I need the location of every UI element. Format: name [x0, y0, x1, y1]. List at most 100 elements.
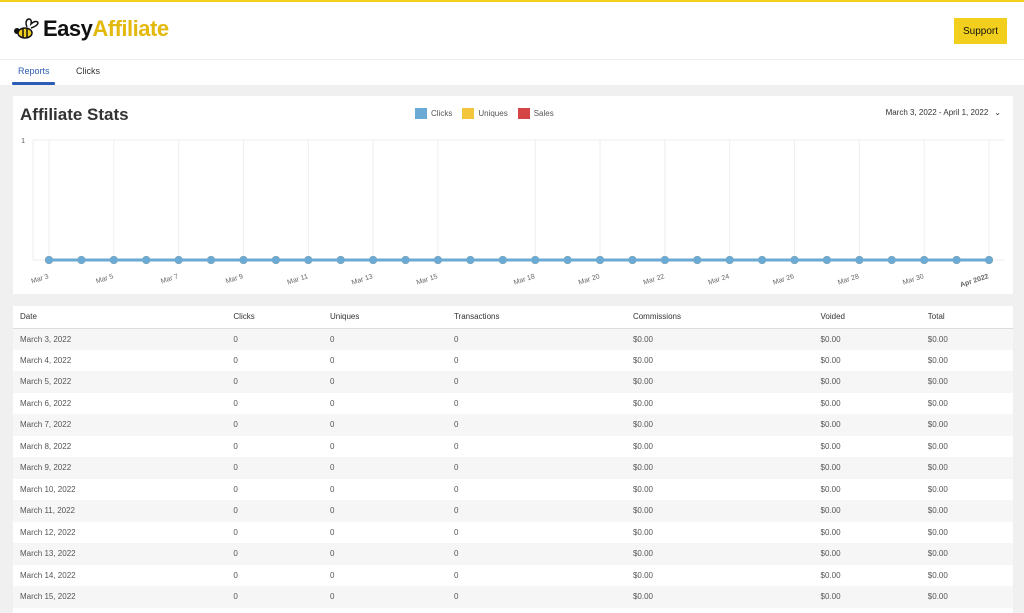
table-cell: $0.00	[625, 500, 814, 522]
x-tick-label: Apr 2022	[959, 273, 989, 289]
data-point-clicks	[401, 256, 410, 264]
data-point-clicks	[790, 256, 799, 264]
data-point-clicks	[466, 256, 475, 264]
table-row: March 5, 2022 0 0 0 $0.00 $0.00 $0.00	[13, 371, 1013, 393]
table-cell: 0	[323, 371, 447, 393]
table-row: March 7, 2022 0 0 0 $0.00 $0.00 $0.00	[13, 414, 1013, 436]
tab-clicks[interactable]: Clicks	[76, 66, 100, 76]
table-row: March 8, 2022 0 0 0 $0.00 $0.00 $0.00	[13, 436, 1013, 458]
table-cell: $0.00	[920, 586, 1013, 608]
table-cell: $0.00	[820, 398, 841, 408]
data-point-clicks	[887, 256, 896, 264]
table-cell: March 5, 2022	[13, 371, 227, 393]
column-header: Voided	[813, 306, 921, 329]
data-point-clicks	[596, 256, 605, 264]
header: EasyAffiliate Support	[0, 2, 1024, 60]
table-cell: 0	[226, 457, 324, 479]
x-tick-label: Mar 26	[772, 273, 795, 286]
data-point-clicks	[985, 256, 993, 264]
table-cell: 0	[226, 586, 324, 608]
data-point-clicks	[822, 256, 831, 264]
date-range-text: March 3, 2022 - April 1, 2022	[885, 108, 989, 117]
table-cell: $0.00	[920, 328, 1013, 350]
logo: EasyAffiliate	[13, 16, 169, 42]
table-cell: $0.00	[632, 484, 653, 494]
table-cell: March 4, 2022	[20, 355, 72, 365]
legend-label: Sales	[533, 109, 554, 118]
data-point-clicks	[498, 256, 507, 264]
active-tab-indicator	[12, 82, 55, 85]
y-tick-label: 1	[21, 138, 25, 145]
legend-uniques[interactable]: Uniques	[462, 108, 508, 119]
legend-clicks[interactable]: Clicks	[415, 108, 452, 119]
table-cell: $0.00	[813, 371, 921, 393]
table-cell: $0.00	[927, 398, 948, 408]
date-range-picker[interactable]: March 3, 2022 - April 1, 2022 ⌄	[886, 108, 1001, 117]
data-point-clicks	[109, 256, 118, 264]
brand-part1: Easy	[43, 16, 93, 41]
support-button[interactable]: Support	[954, 18, 1007, 44]
table-cell: 0	[323, 457, 447, 479]
table-cell: 0	[446, 586, 626, 608]
top-accent-bar	[0, 0, 1024, 2]
table-cell: $0.00	[625, 586, 814, 608]
table-cell: March 7, 2022	[13, 414, 227, 436]
table-cell: $0.00	[632, 398, 653, 408]
table-cell: $0.00	[813, 500, 921, 522]
data-point-clicks	[531, 256, 540, 264]
table-cell: $0.00	[625, 457, 814, 479]
table-cell: 0	[323, 414, 447, 436]
tab-reports[interactable]: Reports	[18, 66, 50, 76]
x-tick-label: Mar 30	[902, 273, 925, 286]
x-tick-label: Mar 20	[578, 273, 601, 286]
page-title: Affiliate Stats	[20, 105, 129, 124]
table-cell: $0.00	[927, 441, 948, 451]
table-cell: $0.00	[813, 328, 921, 350]
table-cell: 0	[330, 484, 335, 494]
table-cell: $0.00	[820, 570, 841, 580]
data-point-clicks	[725, 256, 734, 264]
table-row: March 15, 2022 0 0 0 $0.00 $0.00 $0.00	[13, 586, 1013, 608]
column-header: Date	[13, 306, 227, 329]
table-cell: 0	[233, 441, 238, 451]
table-cell: 0	[233, 570, 238, 580]
data-point-clicks	[77, 256, 86, 264]
table-cell: $0.00	[625, 543, 814, 565]
table-cell: $0.00	[920, 414, 1013, 436]
table-cell: 0	[323, 328, 447, 350]
table-cell: 0	[226, 500, 324, 522]
table-cell: $0.00	[632, 570, 653, 580]
table-cell: $0.00	[813, 543, 921, 565]
data-point-clicks	[304, 256, 313, 264]
table-row: March 3, 2022 0 0 0 $0.00 $0.00 $0.00	[13, 328, 1013, 350]
bee-icon	[14, 18, 39, 39]
column-header: Uniques	[323, 306, 447, 329]
table-cell: $0.00	[927, 484, 948, 494]
table-cell: $0.00	[632, 527, 653, 537]
data-point-clicks	[952, 256, 961, 264]
x-tick-label: Mar 18	[513, 273, 536, 286]
column-header: Total	[920, 306, 1013, 329]
data-point-clicks	[758, 256, 767, 264]
table-cell: $0.00	[920, 500, 1013, 522]
table-cell: 0	[330, 441, 335, 451]
table-cell: 0	[330, 570, 335, 580]
legend-label: Uniques	[478, 109, 508, 118]
table-cell: $0.00	[820, 355, 841, 365]
data-point-clicks	[336, 256, 345, 264]
x-tick-label: Mar 22	[643, 273, 666, 286]
data-point-clicks	[239, 256, 248, 264]
table-cell: March 15, 2022	[13, 586, 227, 608]
table-cell: 0	[446, 457, 626, 479]
table-cell: March 14, 2022	[20, 570, 76, 580]
chevron-down-icon: ⌄	[994, 108, 1001, 117]
legend-sales[interactable]: Sales	[517, 108, 554, 119]
x-tick-label: Mar 24	[707, 273, 730, 286]
table-cell: 0	[446, 371, 626, 393]
table-row: March 6, 2022 0 0 0 $0.00 $0.00 $0.00	[13, 393, 1013, 415]
table-cell: $0.00	[625, 371, 814, 393]
tab-bar: Reports Clicks	[0, 60, 1024, 85]
table-cell: $0.00	[625, 328, 814, 350]
data-point-clicks	[563, 256, 572, 264]
table-cell: 0	[446, 414, 626, 436]
